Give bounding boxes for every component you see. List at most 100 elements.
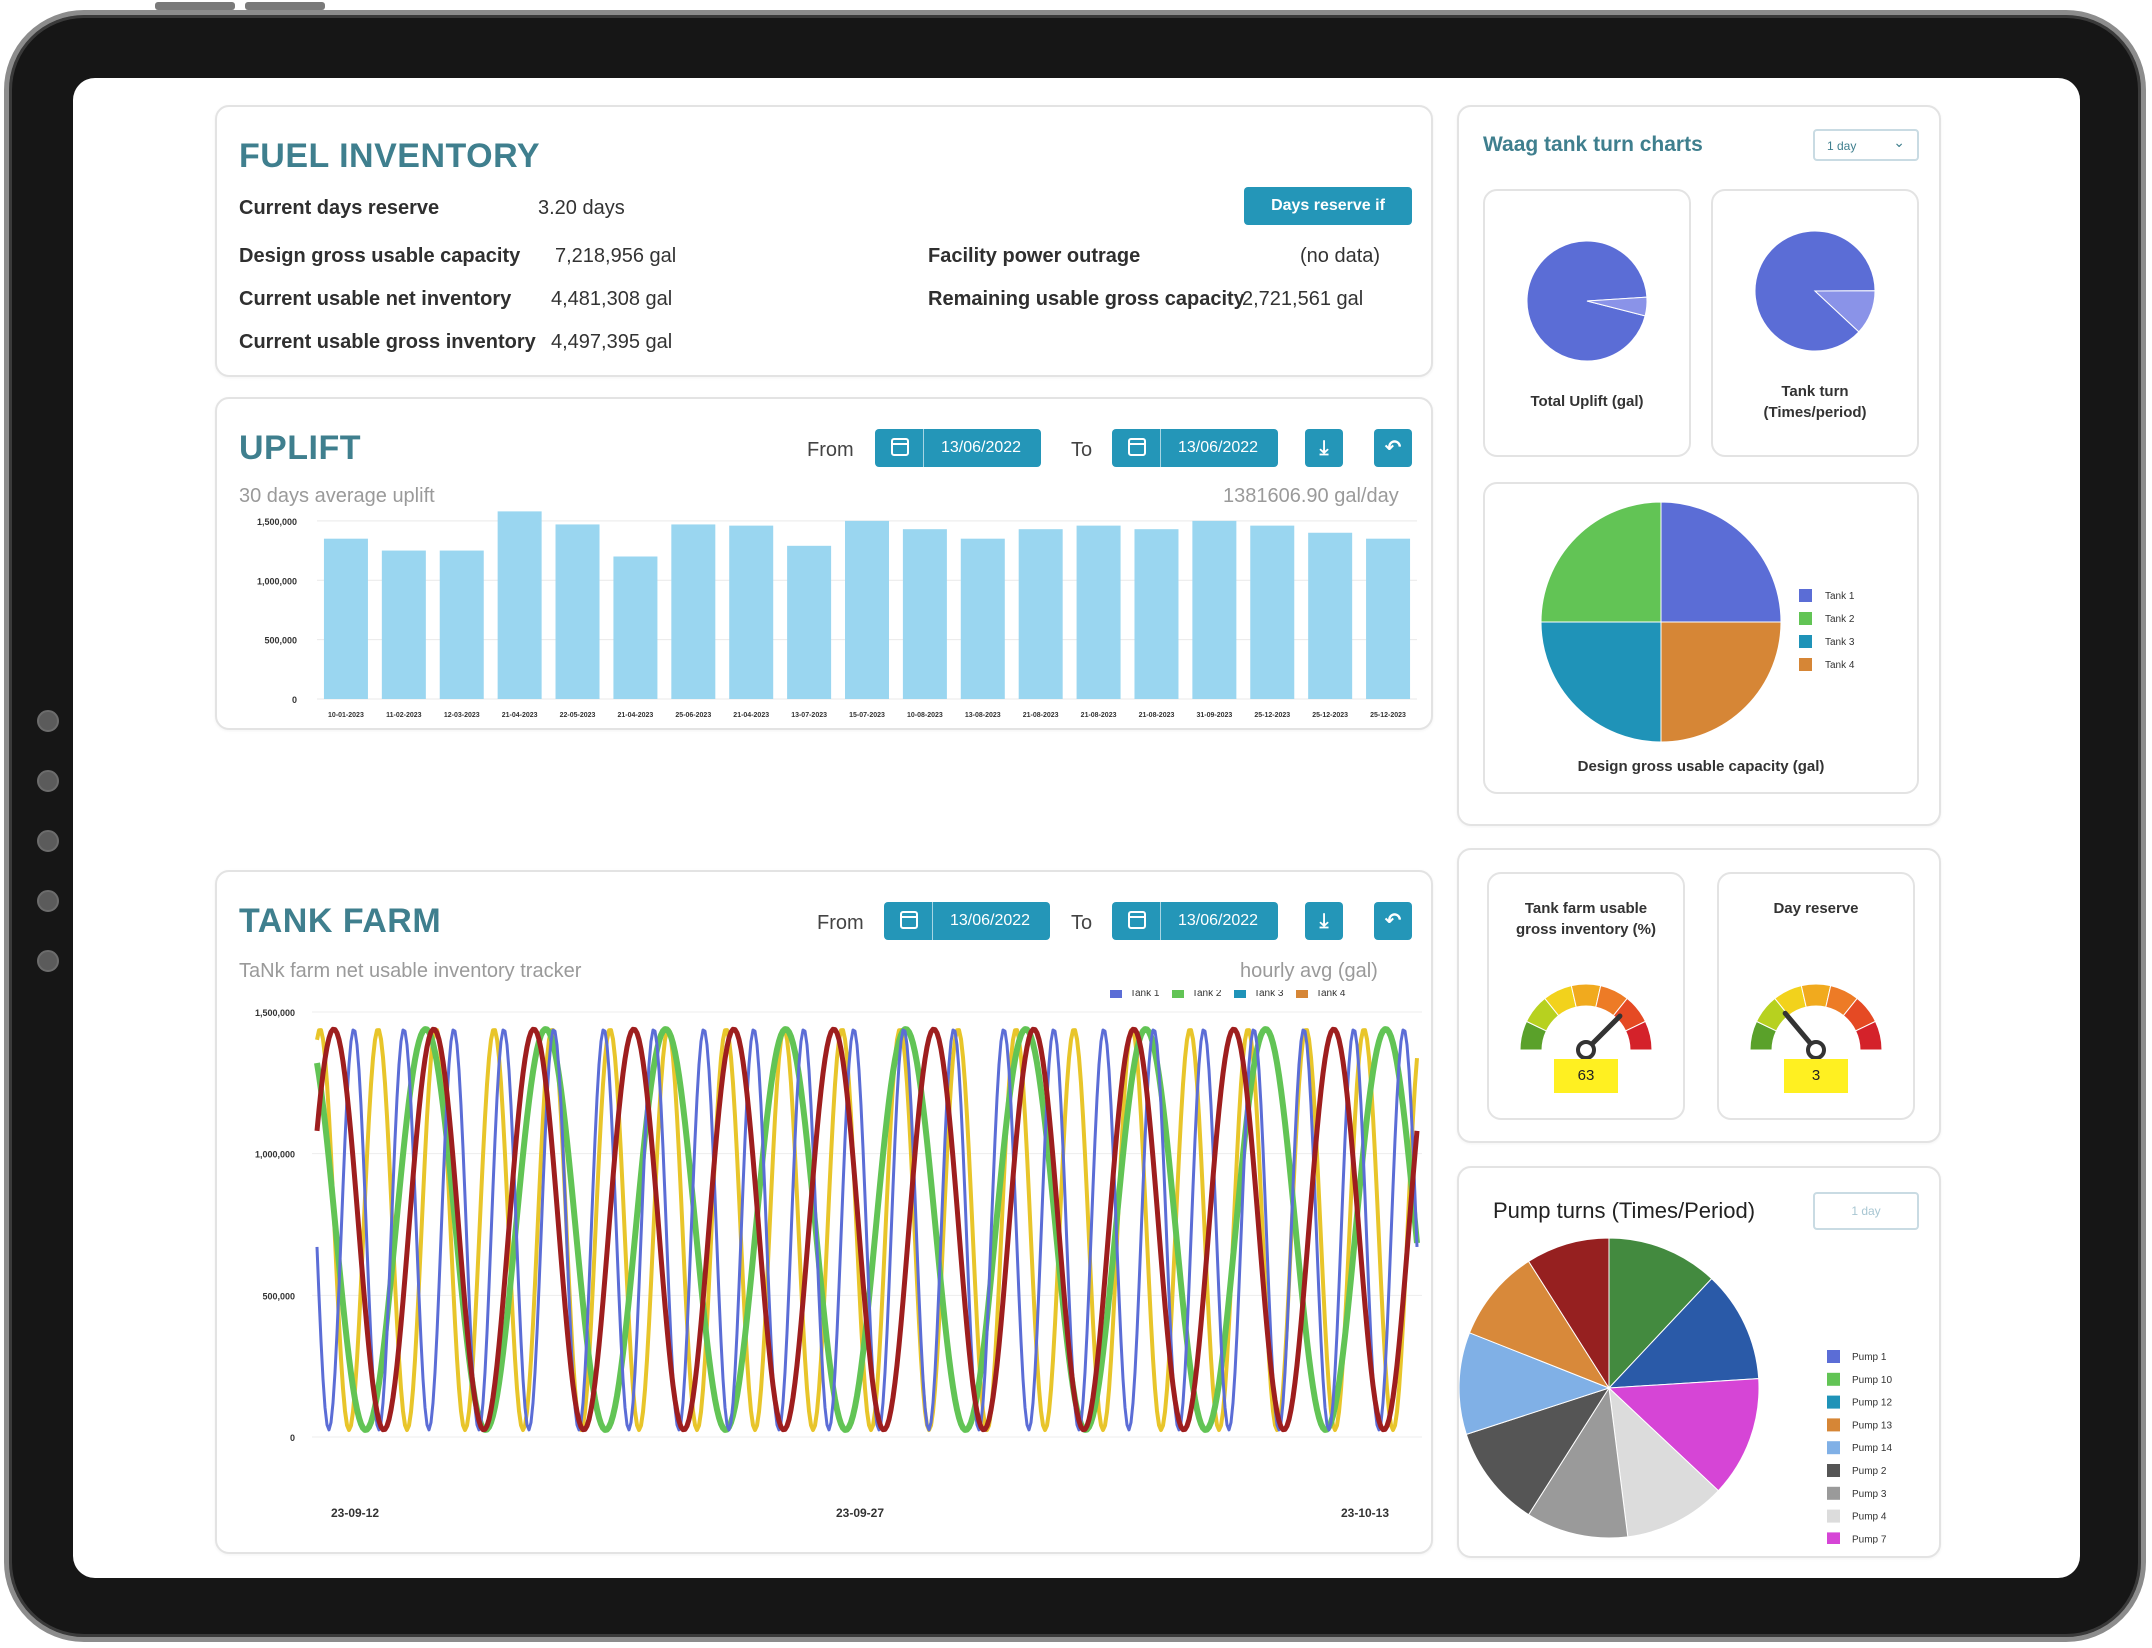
bar-x-tick: 10-01-2023 <box>328 712 364 719</box>
pump-legend-label: Pump 1 <box>1852 1352 1887 1363</box>
tank-farm-to-date-button[interactable]: 13/06/2022 <box>1112 902 1278 940</box>
uplift-to-date: 13/06/2022 <box>1178 439 1259 456</box>
power-button <box>245 2 325 10</box>
inventory-gauge-label-1: Tank farm usable <box>1524 900 1648 917</box>
bar <box>1250 525 1295 699</box>
side-dot <box>37 890 59 912</box>
uplift-to-label: To <box>1071 439 1093 461</box>
bar <box>787 545 832 699</box>
uplift-to-date-button[interactable]: 13/06/2022 <box>1112 429 1278 467</box>
bar <box>671 524 716 699</box>
bar-x-tick: 25-06-2023 <box>675 712 711 719</box>
waag-period-select[interactable]: 1 day ⌄ <box>1813 129 1919 161</box>
bar <box>323 538 368 699</box>
line-y-tick: 1,500,000 <box>255 1008 295 1018</box>
download-icon[interactable]: ⤓ <box>1305 429 1343 467</box>
pie-slice <box>1468 1260 1611 1390</box>
inventory-gauge-card: Tank farm usable gross inventory (%) 63 <box>1487 872 1685 1120</box>
line-y-tick: 500,000 <box>262 1291 295 1301</box>
current-usable-net-inventory-label: Current usable net inventory <box>239 288 512 310</box>
pie-slice <box>1540 501 1662 623</box>
pump-legend-swatch <box>1827 1532 1840 1544</box>
fuel-inventory-card: FUEL INVENTORY Days reserve if Current d… <box>215 105 1433 377</box>
day-reserve-gauge-card: Day reserve 3 <box>1717 872 1915 1120</box>
uplift-from-label: From <box>807 439 854 461</box>
line-legend-swatch <box>1110 990 1122 998</box>
pump-legend-swatch <box>1827 1509 1840 1523</box>
waag-title: Waag tank turn charts <box>1483 133 1703 156</box>
screen: FUEL INVENTORY Days reserve if Current d… <box>73 78 2080 1578</box>
uplift-subtitle: 30 days average uplift <box>239 485 435 507</box>
line-legend-label: Tank 2 <box>1192 990 1222 999</box>
gauge-segment <box>1854 1020 1883 1051</box>
pie-slice <box>1465 1387 1611 1516</box>
line-legend-swatch <box>1296 990 1308 998</box>
bar-x-tick: 12-03-2023 <box>444 712 480 719</box>
design-capacity-card: Tank 1 Tank 2 Tank 3 Tank 4 Design gross us… <box>1483 482 1919 794</box>
bar <box>555 524 600 699</box>
uplift-from-date-button[interactable]: 13/06/2022 <box>875 429 1041 467</box>
back-arrow-icon[interactable]: ↶ <box>1374 902 1412 940</box>
days-reserve-if-button[interactable]: Days reserve if <box>1244 187 1412 225</box>
line-y-tick: 1,000,000 <box>255 1150 295 1160</box>
bar-y-tick: 0 <box>292 695 297 705</box>
pie-slice <box>1607 1378 1760 1492</box>
bar <box>729 525 774 699</box>
tank-farm-from-date-button[interactable]: 13/06/2022 <box>884 902 1050 940</box>
line-legend-label: Tank 3 <box>1254 990 1284 999</box>
remaining-usable-gross-capacity-value: 2,721,561 gal <box>1242 288 1364 310</box>
line-legend-swatch <box>1234 990 1246 998</box>
bar <box>1192 520 1237 699</box>
tank-farm-from-date: 13/06/2022 <box>950 912 1031 929</box>
current-usable-gross-inventory-label: Current usable gross inventory <box>239 331 536 353</box>
tank-turn-label: Tank turn <box>1781 383 1849 400</box>
design-capacity-pie: Tank 1 Tank 2 Tank 3 Tank 4 <box>1540 501 1855 743</box>
total-uplift-pie <box>1526 240 1648 362</box>
bar-x-tick: 11-02-2023 <box>386 712 422 719</box>
waag-tank-turn-card: Waag tank turn charts 1 day ⌄ Total Upli… <box>1457 105 1941 826</box>
bar <box>497 511 542 699</box>
pie-slice <box>1813 290 1876 333</box>
uplift-card: UPLIFT From 13/06/2022 To 13/06/2022 ⤓ ↶… <box>215 397 1433 730</box>
current-usable-net-inventory-value: 4,481,308 gal <box>551 288 673 310</box>
side-dot <box>37 770 59 792</box>
inventory-gauge-label-2: gross inventory (%) <box>1515 921 1657 938</box>
pie3-legend-swatch <box>1799 612 1812 625</box>
bar <box>1134 529 1179 699</box>
calendar-icon <box>900 911 918 929</box>
uplift-bar-chart: 0 500,000 1,000,000 1,500,000 10-01-2023 11-0… <box>257 511 1417 719</box>
pie-slice <box>1607 1277 1760 1389</box>
back-arrow-icon[interactable]: ↶ <box>1374 429 1412 467</box>
bar <box>613 556 658 699</box>
pump-period-select[interactable]: 1 day <box>1813 1192 1919 1230</box>
pump-turns-card: Pump turns (Times/Period) 1 day Pump 1 Pu… <box>1457 1166 1941 1558</box>
pump-legend-label: Pump 12 <box>1852 1398 1892 1409</box>
total-uplift-card: Total Uplift (gal) <box>1483 189 1691 457</box>
tank-farm-title: TANK FARM <box>239 902 442 940</box>
download-icon[interactable]: ⤓ <box>1305 902 1343 940</box>
line-x-tick: 23-10-13 <box>1341 1506 1389 1520</box>
current-usable-gross-inventory-value: 4,497,395 gal <box>551 331 673 353</box>
pie-slice <box>1660 621 1782 743</box>
inventory-gauge <box>1519 983 1653 1060</box>
pie-slice <box>1660 501 1782 623</box>
uplift-from-date: 13/06/2022 <box>941 439 1022 456</box>
pie3-legend-label: Tank 2 <box>1825 614 1855 625</box>
bar-x-tick: 25-12-2023 <box>1370 712 1406 719</box>
pump-legend-swatch <box>1827 1441 1840 1455</box>
inventory-gauge-value: 63 <box>1554 1059 1618 1093</box>
gauge-hub <box>1576 1040 1596 1060</box>
pie3-legend-swatch <box>1799 635 1812 648</box>
waag-select-value: 1 day <box>1827 139 1857 153</box>
gauge-hub <box>1806 1040 1826 1060</box>
bar-x-tick: 21-04-2023 <box>618 712 654 719</box>
calendar-icon <box>1128 438 1146 456</box>
bar-x-tick: 21-08-2023 <box>1023 712 1059 719</box>
current-days-reserve-value: 3.20 days <box>538 197 625 219</box>
line-legend-label: Tank 1 <box>1130 990 1160 999</box>
bar <box>439 550 484 699</box>
uplift-title: UPLIFT <box>239 429 361 467</box>
total-uplift-label: Total Uplift (gal) <box>1530 393 1644 410</box>
pie3-legend-label: Tank 3 <box>1825 637 1855 648</box>
uplift-average-value: 1381606.90 gal/day <box>1223 485 1399 507</box>
